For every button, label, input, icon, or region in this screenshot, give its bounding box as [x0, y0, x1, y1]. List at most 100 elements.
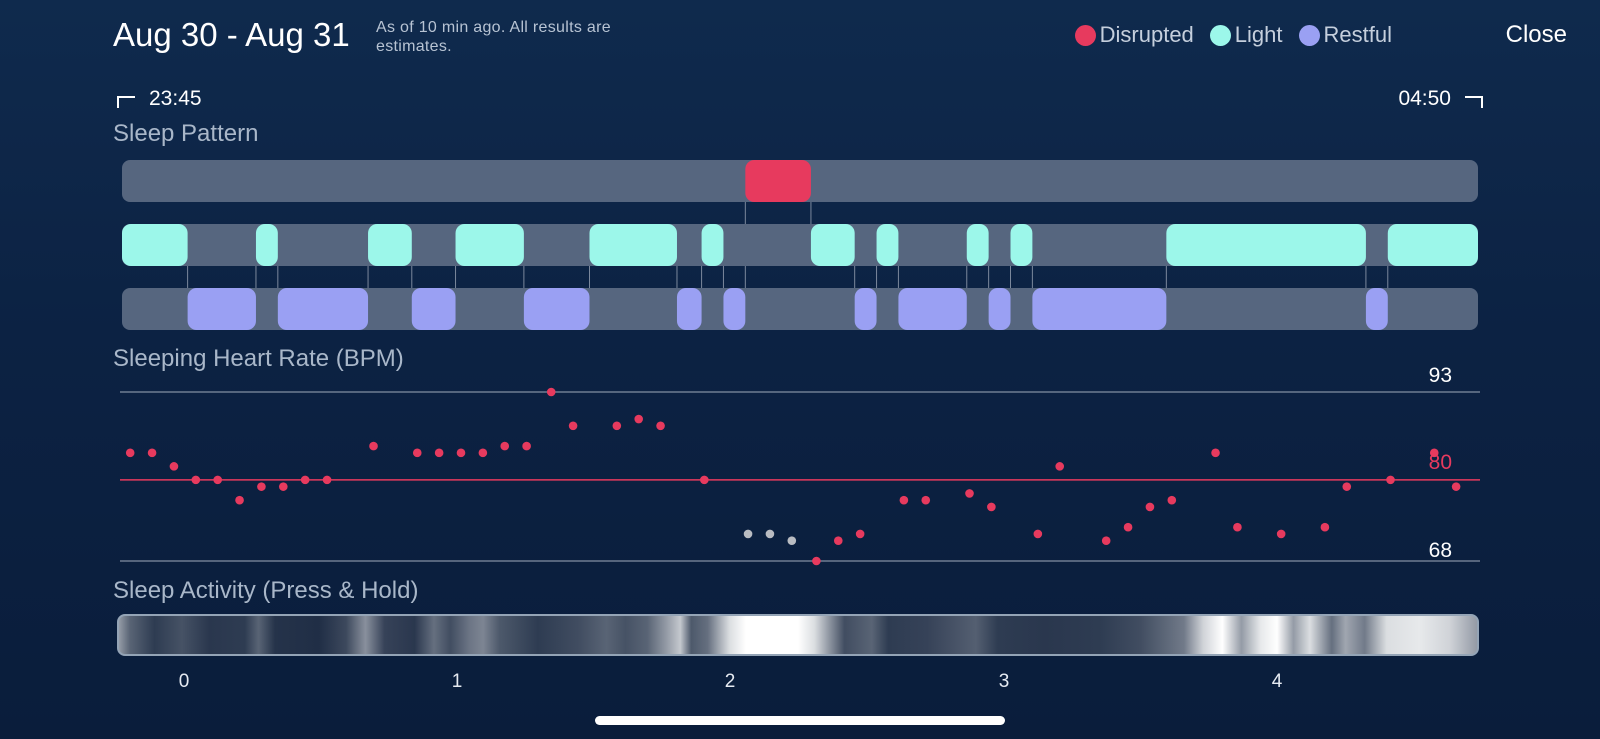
legend-light: Light	[1209, 22, 1283, 48]
start-time: 23:45	[117, 87, 202, 111]
hr-point	[478, 448, 488, 458]
hr-point	[1386, 475, 1395, 485]
estimate-note: As of 10 min ago. All results are estima…	[376, 19, 611, 55]
hr-point	[125, 448, 135, 458]
light-segment-2	[368, 224, 412, 266]
light-segment-3	[455, 224, 524, 266]
hr-point	[965, 489, 974, 498]
x-tick-0: 0	[178, 671, 190, 692]
hr-avg-label: 80	[1428, 451, 1452, 474]
legend-restful: Restful	[1298, 22, 1392, 48]
x-tick-2: 2	[724, 671, 736, 692]
legend-restful-label: Restful	[1323, 22, 1392, 47]
light-segment-0	[122, 224, 188, 266]
hr-point	[833, 536, 843, 546]
restful-segment-0	[187, 288, 256, 330]
hr-point	[235, 495, 244, 505]
hr-point	[213, 475, 222, 485]
end-time: 04:50	[1398, 87, 1483, 111]
light-segment-7	[876, 224, 899, 266]
light-segment-9	[1010, 224, 1033, 266]
disrupted-dot-icon	[1074, 24, 1096, 46]
restful-segment-3	[523, 288, 590, 330]
hr-point	[1123, 522, 1133, 532]
light-segment-11	[1387, 224, 1478, 266]
hr-point	[921, 495, 931, 505]
restful-segment-4	[676, 288, 702, 330]
hr-point	[568, 421, 578, 431]
light-segment-1	[255, 224, 278, 266]
hr-point	[369, 441, 378, 451]
hr-point	[1145, 502, 1155, 512]
hr-max-label: 93	[1428, 364, 1452, 387]
hr-point	[300, 475, 310, 485]
hr-gap-point	[765, 529, 775, 539]
legend-disrupted-label: Disrupted	[1099, 22, 1194, 47]
hr-point	[1429, 448, 1439, 458]
close-button[interactable]: Close	[1505, 21, 1567, 48]
hr-min-label: 68	[1428, 539, 1452, 562]
hr-gap-point	[743, 529, 753, 539]
legend-disrupted: Disrupted	[1074, 22, 1194, 48]
disrupted-segment-0	[745, 160, 811, 202]
restful-dot-icon	[1298, 24, 1320, 46]
hr-point	[1033, 529, 1043, 539]
start-bracket-icon	[117, 96, 135, 108]
hr-point	[1276, 529, 1286, 539]
x-tick-3: 3	[998, 671, 1010, 692]
hr-point	[1320, 522, 1330, 532]
restful-segment-7	[898, 288, 967, 330]
restful-segment-2	[411, 288, 456, 330]
hr-point	[456, 448, 466, 458]
sleep-activity-title: Sleep Activity (Press & Hold)	[113, 577, 419, 604]
light-segment-4	[589, 224, 677, 266]
hr-point	[191, 475, 201, 485]
hr-point	[322, 475, 332, 485]
hr-point	[434, 448, 444, 458]
start-time-label: 23:45	[149, 87, 202, 110]
hr-point	[412, 448, 422, 458]
hr-point	[500, 441, 510, 451]
hr-point	[987, 502, 996, 512]
restful-segment-8	[988, 288, 1011, 330]
light-segment-8	[966, 224, 989, 266]
date-range-title: Aug 30 - Aug 31	[113, 16, 350, 53]
light-segment-10	[1166, 224, 1366, 266]
hr-point	[278, 482, 288, 491]
end-bracket-icon	[1465, 96, 1483, 108]
hr-point	[147, 448, 157, 458]
restful-segment-10	[1365, 288, 1388, 330]
hr-point	[612, 421, 622, 431]
hr-point	[634, 414, 644, 424]
x-tick-4: 4	[1271, 671, 1283, 692]
hr-point	[1167, 495, 1177, 505]
sleep-activity-bar[interactable]	[117, 614, 1479, 656]
legend-light-label: Light	[1234, 22, 1283, 47]
light-segment-5	[701, 224, 724, 266]
restful-segment-5	[723, 288, 746, 330]
restful-segment-9	[1032, 288, 1167, 330]
heart-rate-title: Sleeping Heart Rate (BPM)	[113, 345, 404, 372]
home-indicator[interactable]	[595, 716, 1005, 725]
hr-point	[1211, 448, 1220, 458]
hr-point	[700, 475, 709, 485]
hr-point	[1055, 462, 1065, 471]
hr-point	[1451, 482, 1461, 491]
hr-point	[257, 482, 266, 491]
light-dot-icon	[1209, 24, 1231, 46]
hr-point	[169, 462, 179, 471]
hr-point	[522, 441, 531, 451]
end-time-label: 04:50	[1398, 87, 1451, 110]
hr-point	[812, 556, 821, 566]
x-tick-1: 1	[451, 671, 463, 692]
hr-point	[899, 495, 909, 505]
hr-point	[656, 421, 665, 431]
restful-segment-6	[854, 288, 877, 330]
hr-point	[1342, 482, 1352, 491]
hr-gap-point	[787, 536, 797, 546]
sleep-pattern-title: Sleep Pattern	[113, 120, 259, 147]
hr-point	[855, 529, 865, 539]
hr-point	[1101, 536, 1111, 546]
